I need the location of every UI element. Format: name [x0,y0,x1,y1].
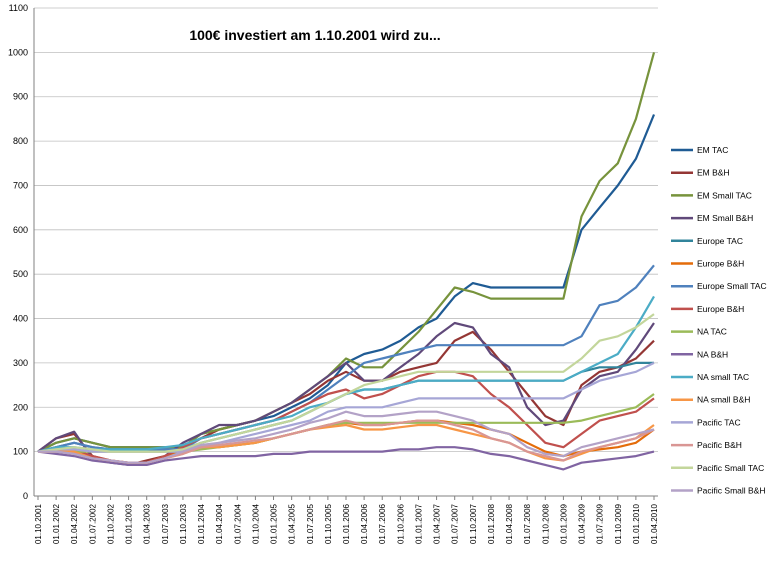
legend-entry: Pacific B&H [697,440,742,450]
x-tick-label: 01.10.2009 [614,503,623,544]
x-tick-label: 01.10.2007 [469,503,478,544]
chart-title: 100€ investiert am 1.10.2001 wird zu... [189,27,440,43]
series-line-14 [37,313,655,453]
x-tick-label: 01.04.2009 [578,503,587,544]
x-tick-label: 01.01.2006 [342,503,351,544]
x-tick-label: 01.07.2007 [451,503,460,544]
y-tick-label: 1100 [9,3,28,13]
legend-entry: Europe B&H [697,259,744,269]
x-tick-label: 01.01.2009 [559,503,568,544]
x-tick-label: 01.04.2002 [70,503,79,544]
y-tick-label: 300 [13,358,28,368]
legend-entry: Europe TAC [697,236,743,246]
x-tick-label: 01.07.2006 [378,503,387,544]
x-tick-label: 01.01.2010 [632,503,641,544]
legend-entry: NA B&H [697,349,728,359]
x-tick-label: 01.01.2008 [487,503,496,544]
y-tick-label: 500 [13,269,28,279]
x-axis-ticks: 01.10.2001 01.01.2002 01.04.2002 01.07.2002… [34,496,659,544]
legend-entry: EM Small TAC [697,190,752,200]
x-tick-label: 01.10.2006 [396,503,405,544]
series-line-2 [37,52,656,453]
legend-entry: Pacific Small TAC [697,463,764,473]
legend-entry: Europe Small TAC [697,281,767,291]
y-tick-label: 800 [13,136,28,146]
legend-entry: Pacific TAC [697,417,741,427]
series-line-9 [37,446,655,471]
series-line-11 [38,423,655,464]
x-tick-label: 01.07.2009 [596,503,605,544]
y-tick-label: 0 [23,491,28,501]
x-tick-label: 01.01.2005 [270,503,279,544]
x-tick-label: 01.10.2005 [324,503,333,544]
x-tick-label: 01.01.2004 [197,503,206,544]
x-tick-label: 01.04.2010 [650,503,659,544]
legend-entry: EM Small B&H [697,213,753,223]
x-tick-label: 01.04.2008 [505,503,514,544]
x-tick-label: 01.04.2006 [360,503,369,544]
legend-entry: NA small B&H [697,395,750,405]
legend-entry: EM B&H [697,168,730,178]
series-line-8 [38,393,655,453]
legend-entry: Europe B&H [697,304,744,314]
x-tick-label: 01.04.2004 [215,503,224,544]
series-line-15 [38,410,655,464]
x-tick-label: 01.10.2002 [106,503,115,544]
x-tick-label: 01.01.2003 [125,503,134,544]
x-tick-label: 01.07.2004 [233,503,242,544]
x-tick-label: 01.10.2008 [541,503,550,544]
series-lines [37,52,656,471]
legend-entry: EM TAC [697,145,728,155]
x-tick-label: 01.10.2003 [179,503,188,544]
y-tick-label: 900 [13,92,28,102]
x-tick-label: 01.07.2008 [523,503,532,544]
x-tick-label: 01.04.2003 [143,503,152,544]
x-tick-label: 01.04.2007 [433,503,442,544]
legend-entry: NA small TAC [697,372,749,382]
legend: EM TAC EM B&H EM Small TAC EM Small B&H Euro… [671,145,767,496]
y-tick-label: 400 [13,314,28,324]
legend-entry: NA TAC [697,327,727,337]
series-line-10 [37,295,655,453]
x-tick-label: 01.04.2005 [288,503,297,544]
y-axis-ticks: 0 100 200 300 400 500 600 700 800 900 1000 1100 [8,3,28,501]
legend-entry: Pacific Small B&H [697,486,766,496]
y-tick-label: 100 [13,447,28,457]
x-tick-label: 01.10.2004 [251,503,260,544]
x-tick-label: 01.01.2007 [414,503,423,544]
x-tick-label: 01.01.2002 [52,503,61,544]
x-tick-label: 01.07.2003 [161,503,170,544]
x-tick-label: 01.07.2002 [88,503,97,544]
x-tick-label: 01.07.2005 [306,503,315,544]
series-line-0 [37,114,656,453]
x-tick-label: 01.10.2001 [34,503,43,544]
y-tick-label: 1000 [8,47,28,57]
y-tick-label: 700 [13,180,28,190]
y-tick-label: 600 [13,225,28,235]
y-tick-label: 200 [13,402,28,412]
